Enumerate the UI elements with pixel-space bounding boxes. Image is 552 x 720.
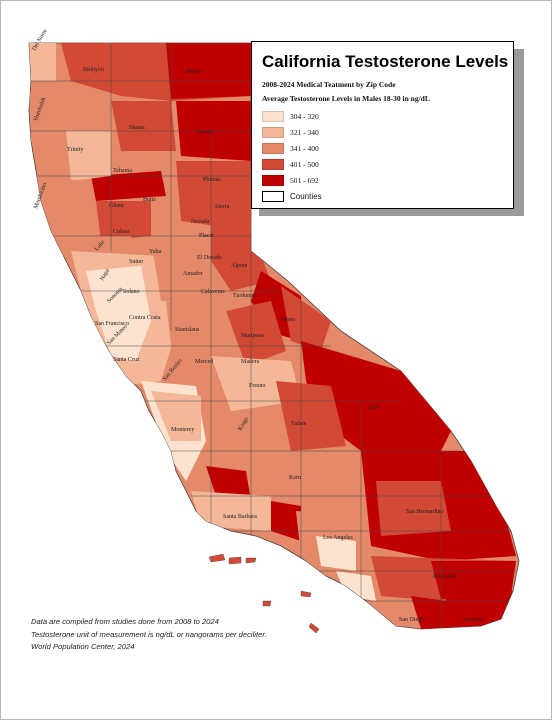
region-san-diego-east	[411, 596, 446, 629]
county-label: Santa Barbara	[223, 514, 257, 520]
county-label: Modoc	[186, 69, 203, 75]
county-label: Sutter	[129, 259, 143, 265]
county-label: San Bernardino	[406, 509, 444, 515]
legend-item: 401 - 500	[262, 156, 503, 172]
county-label: Tulare	[291, 421, 307, 427]
county-outline-swatch	[262, 190, 284, 202]
legend-item: 304 - 320	[262, 108, 503, 124]
county-label: Sierra	[215, 204, 230, 210]
county-label: Shasta	[129, 125, 145, 131]
county-label: Santa Cruz	[113, 357, 140, 363]
county-label: Solano	[123, 289, 140, 295]
county-label: Yuba	[149, 249, 162, 255]
legend-label: Counties	[290, 191, 322, 201]
region-humboldt	[29, 91, 66, 176]
region-la-core	[316, 536, 356, 571]
map-title: California Testosterone Levels	[262, 52, 509, 71]
legend-item: 321 - 340	[262, 124, 503, 140]
region-glenn	[96, 201, 151, 241]
county-label: Lassen	[197, 129, 214, 135]
legend-label: 401 - 500	[290, 159, 319, 169]
legend-swatch	[262, 110, 284, 122]
county-label: Madera	[241, 359, 260, 365]
county-label: Stanislaus	[175, 327, 200, 333]
region-tulare	[276, 381, 346, 451]
legend-label: 341 - 400	[290, 143, 319, 153]
county-label: Los Angeles	[323, 535, 353, 541]
region-sacramento	[151, 241, 216, 301]
region-bay-core	[86, 266, 151, 361]
region-san-bernardino-inner	[376, 481, 451, 536]
county-label: Mono	[281, 317, 295, 323]
region-modoc	[166, 43, 251, 99]
region-mono	[281, 286, 331, 351]
county-label: Contra Costa	[129, 315, 161, 321]
note-line: Testosterone unit of measurement is ng/d…	[31, 629, 267, 639]
county-label: Mariposa	[241, 333, 264, 339]
region-kern-west	[206, 466, 251, 501]
source-notes: Data are compiled from studies done from…	[31, 616, 331, 654]
region-trinity	[66, 131, 111, 181]
region-riverside-east	[431, 561, 516, 599]
region-delnorte	[29, 43, 56, 81]
legend: California Testosterone Levels 2008-2024…	[251, 41, 514, 209]
county-label: Placer	[199, 233, 214, 239]
county-label: Kern	[289, 475, 301, 481]
county-boundaries	[29, 43, 516, 629]
region-fresno	[211, 356, 301, 411]
legend-heading: Average Testosterone Levels in Males 18-…	[262, 94, 430, 103]
county-label: Nevada	[191, 219, 210, 225]
note-line: Data are compiled from studies done from…	[31, 617, 219, 626]
county-label: Imperial	[463, 617, 484, 623]
county-label: San Francisco	[95, 321, 129, 327]
county-label: Butte	[143, 197, 156, 203]
county-label: Amador	[183, 271, 203, 277]
county-label: Fresno	[249, 383, 265, 389]
legend-swatch	[262, 174, 284, 186]
region-mendocino	[36, 176, 91, 261]
map-subtitle: 2008-2024 Medical Teatment by Zip Code	[262, 80, 396, 89]
zip-code-regions	[29, 43, 516, 629]
county-label: Glenn	[109, 203, 124, 209]
region-monterey	[151, 391, 201, 441]
region-imperial	[441, 591, 513, 629]
note-line: World Population Center, 2024	[31, 642, 135, 651]
region-santa-barbara	[191, 491, 271, 531]
county-label: Napa	[100, 268, 112, 282]
region-shasta	[111, 101, 176, 151]
county-label: El Dorado	[197, 255, 222, 261]
channel-islands	[208, 553, 320, 634]
county-label: Tehama	[113, 168, 132, 174]
region-madera	[226, 301, 286, 366]
legend-item: 341 - 400	[262, 140, 503, 156]
legend-swatch	[262, 142, 284, 154]
region-plumas	[176, 161, 251, 231]
legend-label: 321 - 340	[290, 127, 319, 137]
county-label: Merced	[195, 359, 213, 365]
county-label: Monterey	[171, 427, 194, 433]
region-sierra	[211, 221, 271, 291]
county-label: Tuolumne	[233, 293, 258, 299]
legend-swatch	[262, 126, 284, 138]
legend-item: 501 - 692	[262, 172, 503, 188]
legend-item-counties: Counties	[262, 188, 503, 204]
legend-label: 304 - 320	[290, 111, 319, 121]
county-label: San Diego	[399, 617, 424, 623]
region-tehama	[91, 171, 166, 201]
county-label: Calaveras	[201, 289, 225, 295]
legend-label: 501 - 692	[290, 175, 319, 185]
county-label: Siskiyou	[83, 67, 104, 73]
legend-swatch	[262, 158, 284, 170]
county-label: Riverside	[433, 574, 456, 580]
county-label: Inyo	[369, 405, 380, 411]
county-label: Colusa	[113, 229, 130, 235]
county-label: Trinity	[67, 147, 83, 153]
county-label: Plumas	[203, 177, 221, 183]
county-label: Alpine	[231, 263, 248, 269]
